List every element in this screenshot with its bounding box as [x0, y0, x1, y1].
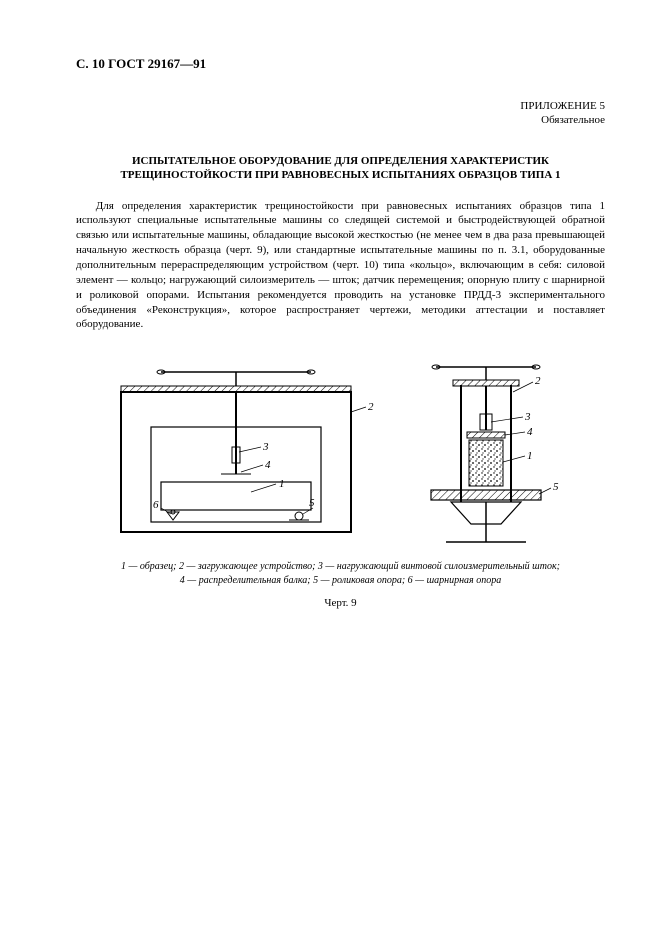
fig-label-2: 2 [368, 401, 374, 413]
fig-label-4b: 4 [527, 426, 533, 438]
fig-label-1: 1 [279, 478, 285, 490]
figure-9: 1 2 3 4 5 6 [76, 352, 605, 609]
body-paragraph: Для определения характеристик трещиносто… [76, 199, 605, 333]
figure-caption-line1: 1 — образец; 2 — загружающее устройство;… [121, 561, 560, 572]
section-title: ИСПЫТАТЕЛЬНОЕ ОБОРУДОВАНИЕ ДЛЯ ОПРЕДЕЛЕН… [76, 154, 605, 183]
fig-label-4: 4 [265, 459, 271, 471]
fig-label-5: 5 [309, 497, 315, 509]
fig-label-6: 6 [153, 499, 159, 511]
title-line1: ИСПЫТАТЕЛЬНОЕ ОБОРУДОВАНИЕ ДЛЯ ОПРЕДЕЛЕН… [132, 155, 549, 167]
figure-9-drawing: 1 2 3 4 5 6 [91, 352, 591, 552]
appendix-block: ПРИЛОЖЕНИЕ 5 Обязательное [76, 100, 605, 126]
fig-label-1b: 1 [527, 450, 533, 462]
figure-caption: 1 — образец; 2 — загружающее устройство;… [76, 560, 605, 587]
fig-label-3b: 3 [524, 411, 531, 423]
fig-label-2b: 2 [535, 375, 541, 387]
figure-number: Черт. 9 [76, 597, 605, 609]
fig-label-3: 3 [262, 441, 269, 453]
appendix-line2: Обязательное [76, 114, 605, 126]
fig-label-5b: 5 [553, 481, 559, 493]
page-root: С. 10 ГОСТ 29167—91 ПРИЛОЖЕНИЕ 5 Обязате… [0, 0, 661, 936]
appendix-line1: ПРИЛОЖЕНИЕ 5 [76, 100, 605, 112]
figure-caption-line2: 4 — распределительная балка; 5 — роликов… [180, 575, 501, 586]
title-line2: ТРЕЩИНОСТОЙКОСТИ ПРИ РАВНОВЕСНЫХ ИСПЫТАН… [120, 169, 560, 181]
page-header: С. 10 ГОСТ 29167—91 [76, 56, 605, 72]
